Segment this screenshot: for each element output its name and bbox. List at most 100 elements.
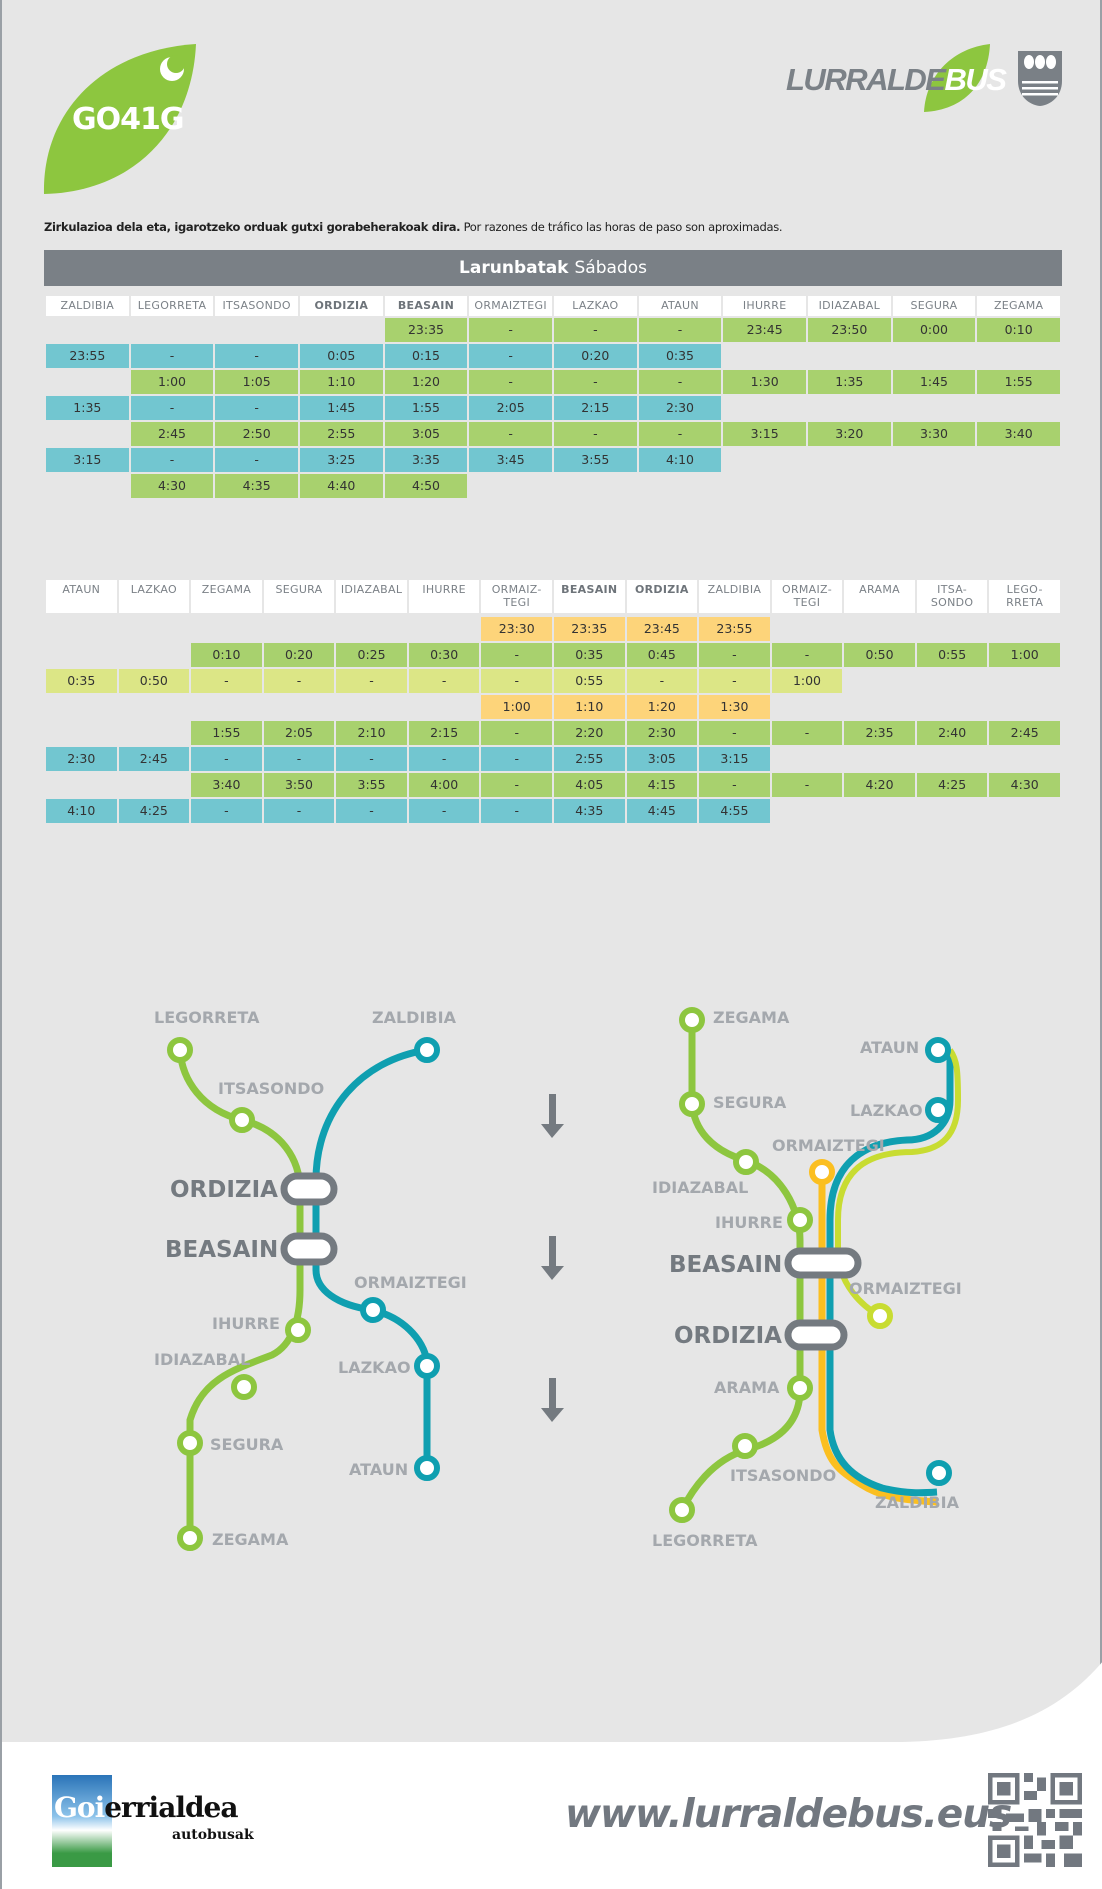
time-cell: 23:55: [699, 617, 770, 641]
time-cell: 23:55: [46, 344, 129, 368]
column-header: ORMAIZTEGI: [469, 296, 552, 316]
column-header: IHURRE: [408, 580, 480, 613]
time-cell: 1:55: [977, 370, 1060, 394]
time-cell: 4:40: [300, 474, 383, 498]
time-cell: 1:00: [130, 370, 214, 394]
time-cell: 3:25: [300, 448, 383, 472]
moon-night-icon: [160, 55, 185, 81]
time-cell: 1:20: [384, 370, 468, 394]
timetable-return: ATAUN LAZKAO ZEGAMA SEGURA IDIAZABAL IHURRE OR…: [46, 580, 1062, 870]
time-cell: 3:40: [977, 422, 1060, 446]
timetable-outbound: ZALDIBIA LEGORRETA ITSASONDO ORDIZIA BEASAIN…: [46, 296, 1062, 536]
time-cell: 0:30: [408, 643, 480, 667]
svg-text:ATAUN: ATAUN: [860, 1038, 919, 1057]
time-cell: -: [263, 669, 335, 693]
time-cell: 1:45: [892, 370, 976, 394]
time-cell: -: [626, 669, 698, 693]
column-header: ATAUN: [46, 580, 117, 613]
time-cell: -: [336, 747, 407, 771]
time-cell: -: [481, 799, 552, 823]
time-cell: 0:55: [916, 643, 988, 667]
svg-text:SEGURA: SEGURA: [713, 1093, 787, 1112]
svg-text:ORMAIZTEGI: ORMAIZTEGI: [354, 1273, 467, 1292]
time-cell: -: [408, 747, 480, 771]
time-cell: 2:55: [300, 422, 383, 446]
column-header: BEASAIN: [554, 580, 625, 613]
schedule-title-bar: Larunbatak Sábados: [44, 250, 1062, 286]
time-cell: 0:45: [626, 643, 698, 667]
time-cell: -: [408, 669, 480, 693]
operator-rest: errialdea: [104, 1791, 238, 1824]
table-row: 0:10 0:20 0:25 0:30-0:35 0:45- -0:50 0:55 1:00: [46, 643, 1062, 667]
time-cell: 0:55: [554, 669, 625, 693]
table-row: 1:00 1:10 1:20 1:30: [46, 695, 1062, 719]
table-row: 23:35- - -23:45 23:50 0:00 0:10: [46, 318, 1062, 342]
gipuzkoa-shield-icon: [1018, 51, 1062, 106]
brand-prefix: LURRALDE: [786, 62, 946, 97]
website-link[interactable]: www.lurraldebus.eus: [565, 1792, 1012, 1837]
time-cell: -: [771, 773, 843, 797]
time-cell: 0:10: [977, 318, 1060, 342]
column-header: ITSASONDO: [215, 296, 298, 316]
column-header: IHURRE: [723, 296, 806, 316]
svg-text:ZEGAMA: ZEGAMA: [713, 1008, 790, 1027]
time-cell: -: [469, 344, 552, 368]
time-cell: 23:35: [384, 318, 468, 342]
time-cell: 0:35: [46, 669, 117, 693]
svg-text:ZEGAMA: ZEGAMA: [212, 1530, 289, 1549]
time-cell: 4:20: [844, 773, 915, 797]
time-cell: 3:05: [384, 422, 468, 446]
time-cell: -: [554, 318, 637, 342]
time-cell: -: [469, 318, 552, 342]
time-cell: 3:40: [191, 773, 262, 797]
time-cell: 0:05: [300, 344, 383, 368]
time-cell: 4:50: [384, 474, 468, 498]
column-header: LEGO- RRETA: [989, 580, 1060, 613]
title-spanish: Sábados: [574, 258, 647, 278]
column-header: ORDIZIA: [626, 580, 698, 613]
time-cell: -: [191, 799, 262, 823]
svg-text:ORDIZIA: ORDIZIA: [170, 1177, 278, 1203]
time-cell: 23:30: [481, 617, 552, 641]
column-header: ORDIZIA: [300, 296, 383, 316]
time-cell: 0:10: [191, 643, 262, 667]
time-cell: 2:30: [626, 721, 698, 745]
time-cell: -: [263, 747, 335, 771]
time-cell: 0:20: [263, 643, 335, 667]
time-cell: 4:25: [118, 799, 190, 823]
table-row: 4:30 4:35 4:40 4:50: [46, 474, 1062, 498]
time-cell: -: [481, 643, 552, 667]
operator-sub: autobusak: [172, 1827, 254, 1843]
time-cell: -: [130, 448, 214, 472]
svg-text:ITSASONDO: ITSASONDO: [218, 1079, 324, 1098]
table-row: 0:35 0:50- - - - -0:55- -1:00: [46, 669, 1062, 693]
time-cell: 3:55: [554, 448, 637, 472]
qr-code-icon[interactable]: [988, 1773, 1082, 1867]
time-cell: -: [130, 344, 214, 368]
time-cell: -: [554, 370, 637, 394]
arrow-down-icon: [541, 1094, 564, 1422]
lurraldebus-logo: LURRALDEBUS: [782, 44, 1007, 112]
notice-spanish: Por razones de tráfico las horas de paso…: [463, 220, 783, 234]
time-cell: 1:00: [989, 643, 1060, 667]
time-cell: -: [191, 669, 262, 693]
route-map: LEGORRETA ITSASONDO ZALDIBIA ORDIZIA BEA…: [2, 980, 1102, 1600]
time-cell: 3:05: [626, 747, 698, 771]
time-cell: 3:50: [263, 773, 335, 797]
svg-text:LAZKAO: LAZKAO: [338, 1358, 411, 1377]
time-cell: -: [215, 448, 298, 472]
table-row: 23:30 23:35 23:45 23:55: [46, 617, 1062, 641]
time-cell: -: [481, 773, 552, 797]
svg-text:IHURRE: IHURRE: [715, 1213, 783, 1232]
time-cell: 4:25: [916, 773, 988, 797]
time-cell: 2:30: [46, 747, 117, 771]
time-cell: -: [469, 370, 552, 394]
table-row: 3:15- -3:25 3:35 3:45 3:55 4:10: [46, 448, 1062, 472]
time-cell: -: [215, 396, 298, 420]
operator-highlight: Goi: [54, 1791, 105, 1824]
column-header: ORMAIZ- TEGI: [481, 580, 552, 613]
svg-text:ARAMA: ARAMA: [714, 1378, 780, 1397]
mountain-graphic: [52, 1775, 112, 1867]
time-cell: 4:45: [626, 799, 698, 823]
svg-text:IDIAZABAL: IDIAZABAL: [652, 1178, 748, 1197]
